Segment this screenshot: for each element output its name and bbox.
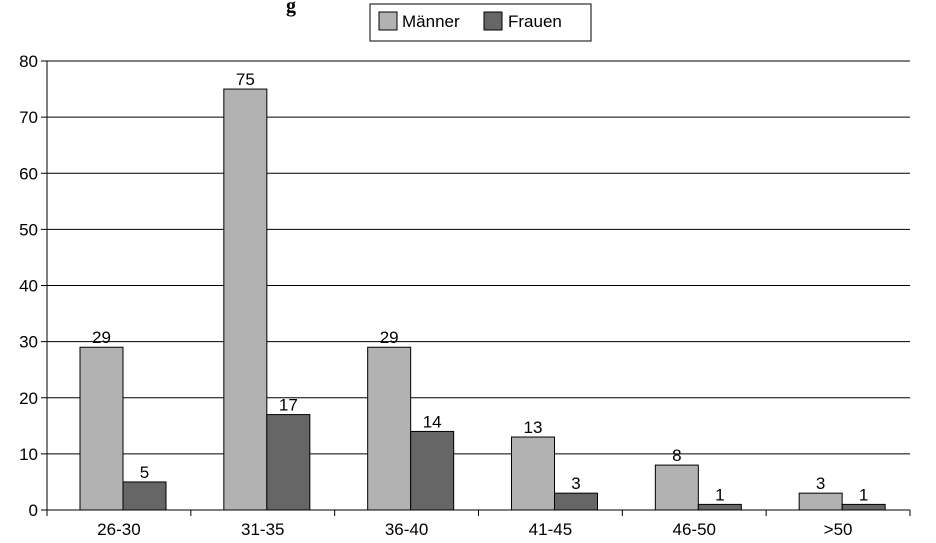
y-tick-label: 40 [19,277,38,296]
data-label-maenner: 13 [524,418,543,437]
bar-frauen [410,430,455,511]
bar-frauen [122,481,167,511]
data-label-frauen: 3 [571,474,580,493]
y-tick-label: 60 [19,164,38,183]
x-tick-label: >50 [824,520,853,539]
data-label-maenner: 75 [236,70,255,89]
data-label-maenner: 29 [380,328,399,347]
bar-maenner [511,436,555,511]
x-tick-label: 46-50 [673,520,716,539]
y-tick-label: 50 [19,220,38,239]
y-axis: 0 10 20 30 40 50 60 70 80 [19,52,48,520]
data-label-maenner: 8 [672,446,681,465]
bars [79,88,886,511]
bar-maenner [654,464,699,511]
x-tick-label: 41-45 [529,520,572,539]
legend-swatch-frauen [483,11,503,31]
bar-maenner [223,88,268,511]
y-tick-label: 20 [19,389,38,408]
legend-label-frauen: Frauen [508,12,562,31]
x-axis: 26-30 31-35 36-40 41-45 46-50 >50 [46,509,911,539]
data-label-frauen: 1 [859,485,868,504]
chart-title: g [286,0,296,17]
bar-frauen [841,503,886,511]
bar-frauen [554,492,598,511]
gridlines [47,60,910,455]
y-tick-label: 10 [19,445,38,464]
legend-swatch-maenner [378,11,398,31]
y-tick-label: 30 [19,333,38,352]
y-tick-label: 0 [29,501,38,520]
data-label-frauen: 17 [279,396,298,415]
legend: Männer Frauen [369,3,592,42]
data-label-frauen: 14 [423,412,442,431]
x-tick-label: 36-40 [385,520,428,539]
legend-label-maenner: Männer [402,12,460,31]
data-label-frauen: 5 [140,463,149,482]
data-label-maenner: 29 [92,328,111,347]
y-tick-label: 70 [19,108,38,127]
y-tick-label: 80 [19,52,38,71]
legend-box [369,3,592,42]
bar-maenner [79,346,124,511]
data-label-maenner: 3 [816,474,825,493]
data-label-frauen: 1 [715,485,724,504]
bar-maenner [367,346,412,511]
bar-frauen [266,414,311,511]
bar-maenner [798,492,843,511]
bar-frauen [697,503,742,511]
x-tick-label: 31-35 [241,520,284,539]
x-tick-label: 26-30 [97,520,140,539]
